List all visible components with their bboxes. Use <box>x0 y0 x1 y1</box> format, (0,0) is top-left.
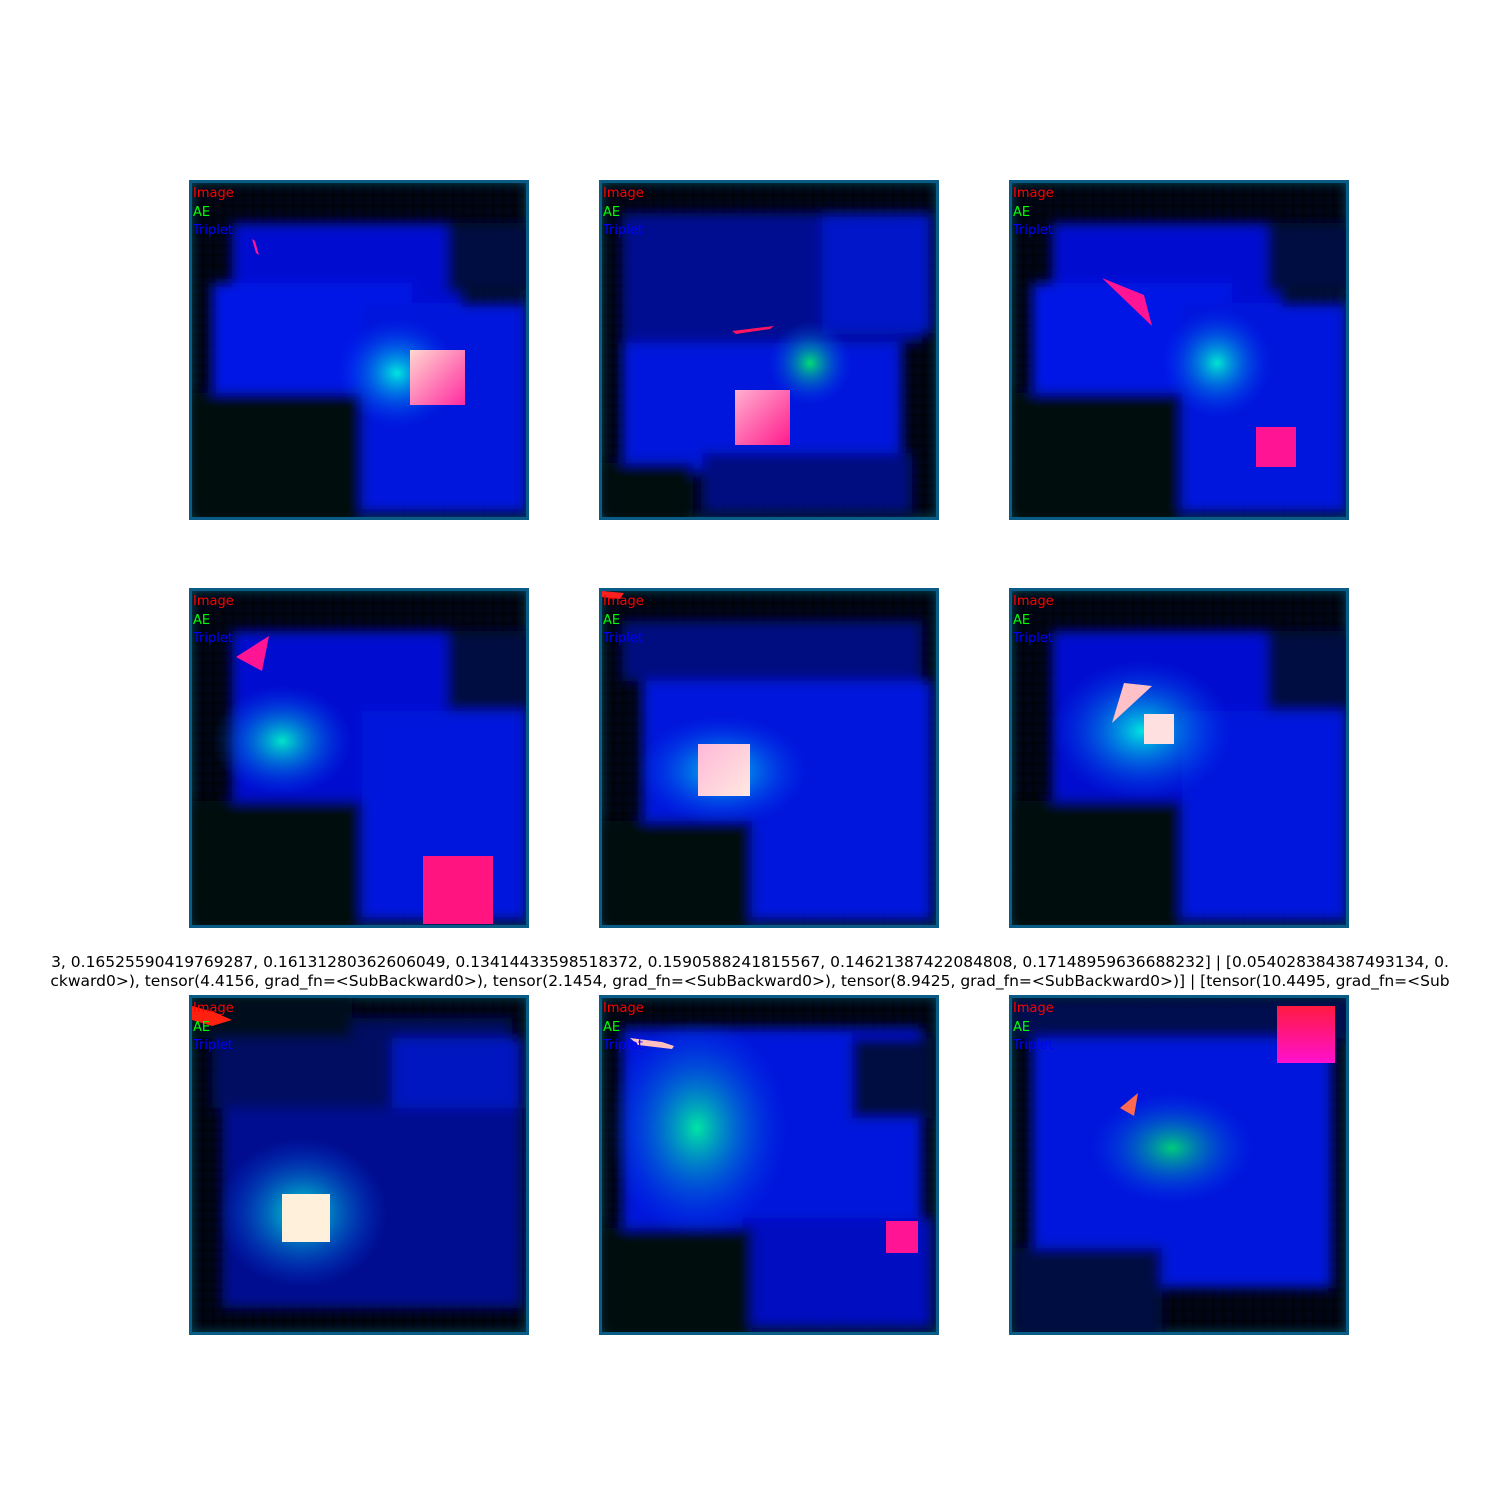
green-activation-blob <box>1092 1093 1252 1203</box>
legend-triplet-label: Triplet <box>193 631 233 646</box>
legend: Image AE Triplet <box>193 185 234 241</box>
legend: Image AE Triplet <box>603 185 644 241</box>
square-shape <box>410 350 465 405</box>
square-shape <box>423 856 493 924</box>
legend-image-label: Image <box>1013 186 1054 201</box>
corner-shape <box>192 1006 232 1026</box>
caption-line-2: ckward0>), tensor(4.4156, grad_fn=<SubBa… <box>50 972 1450 990</box>
legend-ae-label: AE <box>193 1019 211 1035</box>
grid-panel-2: Image AE Triplet <box>599 180 939 520</box>
legend-triplet-label: Triplet <box>1013 631 1053 646</box>
square-shape <box>1256 427 1296 467</box>
legend-image-label: Image <box>1013 594 1054 609</box>
triangle-shape <box>1120 1093 1138 1116</box>
legend-ae-label: AE <box>603 204 621 220</box>
blue-activation-region <box>602 213 932 517</box>
legend-image-label: Image <box>603 594 644 609</box>
panel-heatmap <box>1012 631 1346 925</box>
grid-panel-5: Image AE Triplet <box>599 588 939 928</box>
legend: Image AE Triplet <box>1013 1000 1054 1056</box>
legend-ae-label: AE <box>193 204 211 220</box>
grid-panel-6: Image AE Triplet <box>1009 588 1349 928</box>
grid-panel-1: Image AE Triplet <box>189 180 529 520</box>
cyan-activation-blob <box>1052 661 1232 801</box>
panel-heatmap <box>192 631 526 925</box>
panel-heatmap <box>1012 998 1346 1332</box>
legend-image-label: Image <box>603 186 644 201</box>
legend-ae-label: AE <box>603 1019 621 1035</box>
legend-image-label: Image <box>193 1001 234 1016</box>
square-shape <box>735 390 790 445</box>
green-activation-blob <box>768 321 852 405</box>
panel-heatmap <box>602 1018 932 1332</box>
square-shape <box>1277 1006 1335 1063</box>
square-shape <box>1144 714 1174 744</box>
grid-panel-9: Image AE Triplet <box>1009 995 1349 1335</box>
legend-triplet-label: Triplet <box>603 631 643 646</box>
corner-shape <box>602 591 624 599</box>
legend-image-label: Image <box>193 594 234 609</box>
grid-panel-4: Image AE Triplet <box>189 588 529 928</box>
line-shape <box>630 1038 674 1049</box>
panel-heatmap <box>602 213 932 517</box>
square-shape <box>886 1221 918 1253</box>
legend-triplet-label: Triplet <box>1013 1038 1053 1053</box>
legend-triplet-label: Triplet <box>193 223 233 238</box>
triangle-shape <box>252 239 259 255</box>
legend-triplet-label: Triplet <box>1013 223 1053 238</box>
triangle-shape <box>1102 278 1152 326</box>
legend-image-label: Image <box>1013 1001 1054 1016</box>
panel-heatmap <box>192 998 522 1308</box>
legend-ae-label: AE <box>193 612 211 628</box>
legend-image-label: Image <box>603 1001 644 1016</box>
legend-ae-label: AE <box>1013 204 1031 220</box>
panel-heatmap <box>1012 223 1346 517</box>
legend-ae-label: AE <box>603 612 621 628</box>
blue-activation-region <box>192 631 526 925</box>
triangle-shape <box>1112 683 1152 723</box>
legend: Image AE Triplet <box>603 593 644 649</box>
legend-ae-label: AE <box>1013 1019 1031 1035</box>
legend-triplet-label: Triplet <box>193 1038 233 1053</box>
legend: Image AE Triplet <box>1013 593 1054 649</box>
grid-panel-3: Image AE Triplet <box>1009 180 1349 520</box>
cyan-activation-blob <box>1162 308 1272 418</box>
legend: Image AE Triplet <box>603 1000 644 1056</box>
line-shape <box>732 326 774 334</box>
caption-line-1: 3, 0.16525590419769287, 0.16131280362606… <box>51 953 1449 971</box>
legend: Image AE Triplet <box>193 1000 234 1056</box>
square-shape <box>698 744 750 796</box>
legend-ae-label: AE <box>1013 612 1031 628</box>
panel-heatmap <box>602 591 932 925</box>
legend-triplet-label: Triplet <box>603 223 643 238</box>
figure-caption: 3, 0.16525590419769287, 0.16131280362606… <box>50 953 1449 991</box>
legend-image-label: Image <box>193 186 234 201</box>
square-shape <box>282 1194 330 1242</box>
triangle-shape <box>236 636 269 671</box>
panel-heatmap <box>192 223 526 517</box>
legend-triplet-label: Triplet <box>603 1038 643 1053</box>
cyan-activation-blob <box>212 686 352 796</box>
legend: Image AE Triplet <box>1013 185 1054 241</box>
legend: Image AE Triplet <box>193 593 234 649</box>
grid-panel-7: Image AE Triplet <box>189 995 529 1335</box>
green-activation-blob <box>607 1018 787 1238</box>
grid-panel-8: Image AE Triplet <box>599 995 939 1335</box>
